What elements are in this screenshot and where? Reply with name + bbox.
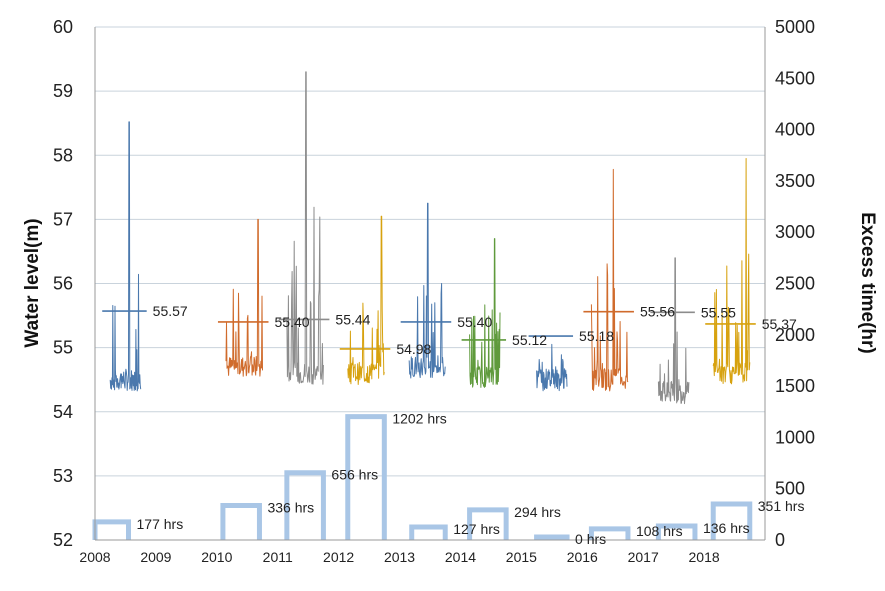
water-level-line <box>225 218 263 377</box>
excess-bar <box>92 519 131 540</box>
water-level-line <box>590 168 629 392</box>
y-tick-label: 53 <box>53 466 73 486</box>
y2-tick-label: 3000 <box>775 222 815 242</box>
excess-bar-label: 656 hrs <box>331 467 378 483</box>
water-level-line <box>536 343 568 392</box>
y2-tick-label: 4500 <box>775 68 815 88</box>
y-tick-label: 57 <box>53 209 73 229</box>
water-level-line <box>469 238 501 388</box>
mean-label: 55.44 <box>335 311 370 327</box>
x-tick-label: 2013 <box>384 549 415 565</box>
excess-bar-label: 294 hrs <box>514 504 561 520</box>
y-tick-label: 56 <box>53 274 73 294</box>
mean-label: 55.55 <box>701 304 736 320</box>
y-tick-label: 55 <box>53 338 73 358</box>
x-tick-label: 2014 <box>445 549 476 565</box>
excess-bar <box>534 534 570 540</box>
excess-bar-label: 177 hrs <box>137 516 184 532</box>
excess-bar <box>588 526 631 540</box>
y2-tick-label: 1000 <box>775 427 815 447</box>
mean-label: 55.37 <box>762 316 797 332</box>
mean-label: 55.40 <box>457 314 492 330</box>
water-level-line <box>408 202 446 379</box>
mean-label: 55.18 <box>579 328 614 344</box>
y-tick-label: 54 <box>53 402 73 422</box>
excess-bar <box>284 470 326 540</box>
excess-bar-label: 336 hrs <box>267 500 314 516</box>
y-tick-label: 52 <box>53 530 73 550</box>
excess-bar-label: 351 hrs <box>758 498 805 514</box>
x-tick-label: 2018 <box>689 549 720 565</box>
x-tick-label: 2015 <box>506 549 537 565</box>
water-level-line <box>286 71 324 385</box>
excess-bar <box>409 524 448 540</box>
excess-time-bars <box>92 414 753 540</box>
mean-label: 55.40 <box>275 314 310 330</box>
excess-bar-label: 127 hrs <box>453 521 500 537</box>
y2-tick-label: 2500 <box>775 274 815 294</box>
gridlines <box>95 26 765 477</box>
water-level-series <box>109 71 751 405</box>
x-tick-label: 2008 <box>79 549 110 565</box>
axes: 52 53 54 55 56 57 58 59 60 0 500 1000 1500 2000 2500 30… <box>53 17 815 565</box>
mean-label: 55.56 <box>640 304 675 320</box>
annotations: 177 hrs 336 hrs 656 hrs 1202 hrs 127 hrs 294 … <box>137 303 805 547</box>
mean-level-markers <box>102 310 756 350</box>
excess-bar-label: 108 hrs <box>636 523 683 539</box>
y2-tick-label: 5000 <box>775 17 815 37</box>
x-tick-label: 2009 <box>140 549 171 565</box>
excess-bar-label: 1202 hrs <box>392 411 446 427</box>
mean-label: 55.12 <box>512 332 547 348</box>
x-tick-label: 2012 <box>323 549 354 565</box>
x-tick-label: 2010 <box>201 549 232 565</box>
y2-tick-label: 500 <box>775 479 805 499</box>
y2-tick-label: 1500 <box>775 376 815 396</box>
x-tick-label: 2016 <box>567 549 598 565</box>
excess-bar-label: 0 hrs <box>575 531 606 547</box>
y2-tick-label: 0 <box>775 530 785 550</box>
y2-tick-label: 2000 <box>775 325 815 345</box>
y-tick-label: 60 <box>53 17 73 37</box>
excess-bar <box>220 503 262 540</box>
mean-label: 55.57 <box>153 303 188 319</box>
y2-tick-label: 3500 <box>775 171 815 191</box>
excess-bar-label: 136 hrs <box>703 520 750 536</box>
excess-bar <box>655 523 698 540</box>
mean-label: 54.98 <box>396 341 431 357</box>
y2-axis-title: Excess time(hr) <box>857 212 878 354</box>
y-tick-label: 58 <box>53 145 73 165</box>
water-level-line <box>657 257 690 405</box>
water-level-line <box>109 121 142 392</box>
y-tick-label: 59 <box>53 81 73 101</box>
excess-bar <box>345 414 387 540</box>
excess-bar <box>710 501 753 540</box>
y-axis-title: Water level(m) <box>22 218 43 347</box>
x-tick-label: 2017 <box>628 549 659 565</box>
x-tick-label: 2011 <box>263 549 293 565</box>
water-level-line <box>347 215 385 385</box>
water-level-line <box>712 158 751 385</box>
excess-bar <box>467 507 509 540</box>
y2-tick-label: 4000 <box>775 120 815 140</box>
